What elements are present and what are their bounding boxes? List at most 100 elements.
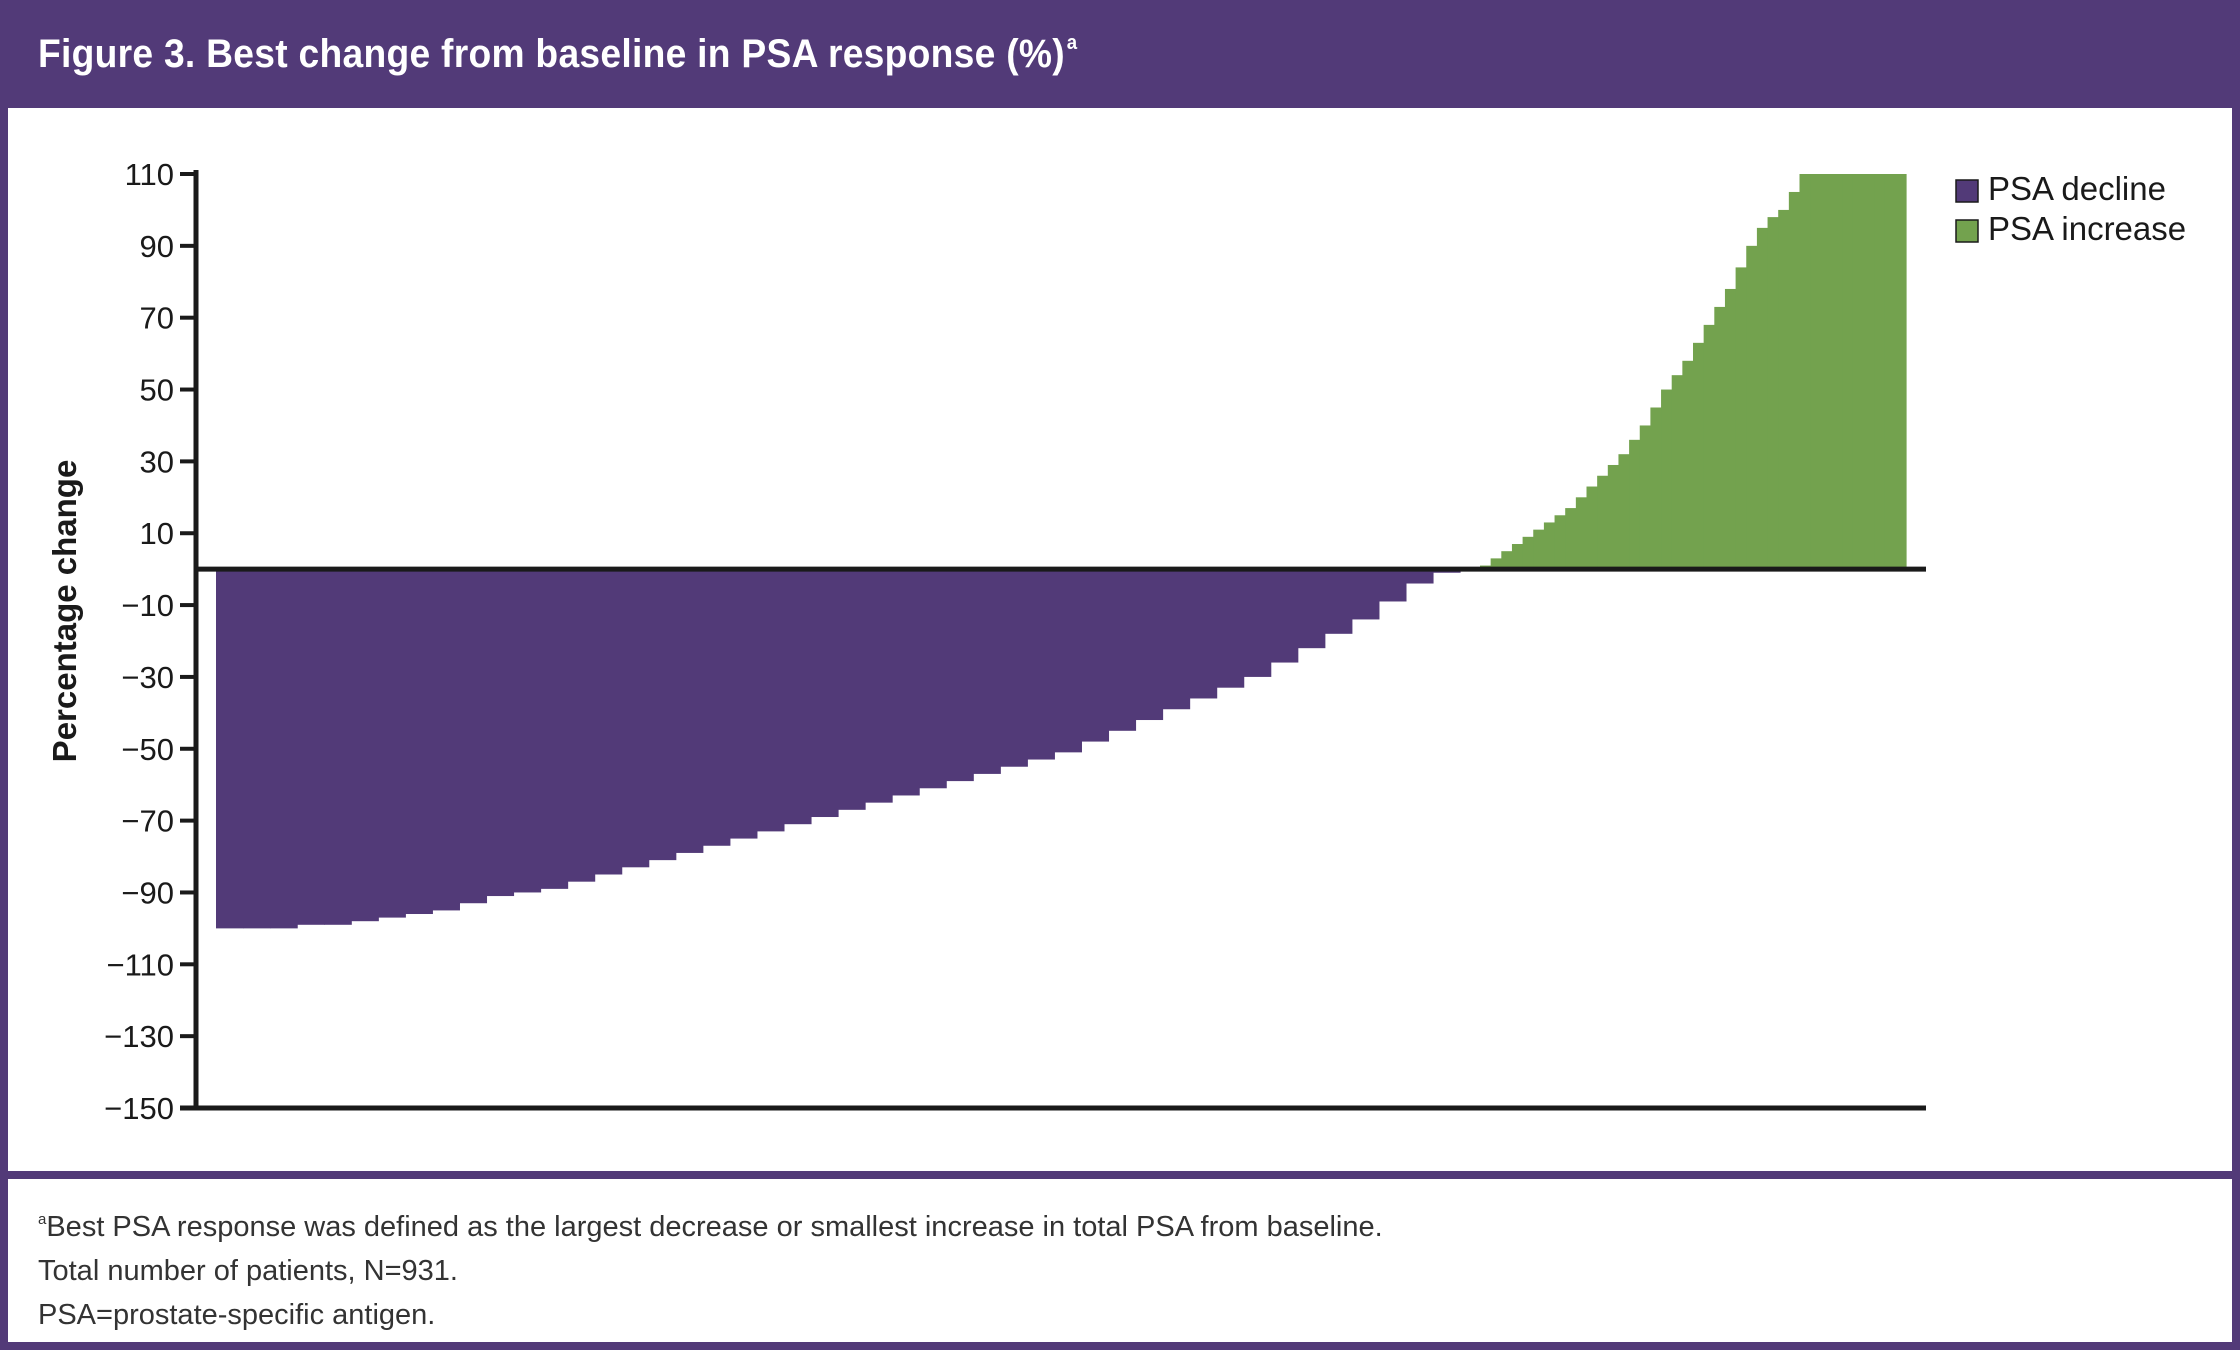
psa-increase-bar <box>1756 227 1769 570</box>
psa-decline-bars <box>216 569 1461 929</box>
psa-increase-bar <box>1810 174 1822 570</box>
footnote-divider <box>8 1171 2232 1179</box>
psa-increase-bar <box>1490 558 1502 570</box>
psa-increase-bar <box>1788 191 1801 570</box>
psa-decline-bar <box>405 569 433 915</box>
psa-decline-bar <box>675 569 704 853</box>
psa-decline-bar <box>1378 569 1407 602</box>
psa-increase-bar <box>1831 174 1843 570</box>
footnote-definition: aBest PSA response was defined as the la… <box>38 1198 1383 1249</box>
psa-decline-bar <box>1243 569 1272 677</box>
figure-title: Figure 3. Best change from baseline in P… <box>38 32 1077 77</box>
y-tick-label: 30 <box>140 444 174 479</box>
psa-increase-bar <box>1618 454 1630 570</box>
psa-increase-bar <box>1724 288 1737 570</box>
psa-decline-bar <box>1027 569 1055 760</box>
psa-decline-bar <box>324 569 352 925</box>
psa-increase-bar <box>1863 174 1875 570</box>
psa-increase-bar <box>1629 439 1641 570</box>
psa-decline-bar <box>838 569 866 810</box>
psa-decline-bar <box>729 569 758 839</box>
psa-increase-bar <box>1799 174 1811 570</box>
psa-decline-bar <box>378 569 406 918</box>
y-tick-label: 50 <box>140 373 174 408</box>
waterfall-chart: 110 90 70 50 30 10 −10 −30 −50 −70 −90 −110 −130 −150… <box>46 157 2186 1126</box>
psa-increase-bar <box>1522 536 1534 570</box>
psa-decline-bar <box>1135 569 1164 721</box>
psa-decline-bar <box>919 569 947 789</box>
y-tick-label: −50 <box>121 732 174 767</box>
psa-increase-bars <box>1480 174 1907 570</box>
y-tick-label: 110 <box>125 157 174 192</box>
psa-decline-bar <box>1351 569 1380 620</box>
y-axis-ticks: 110 90 70 50 30 10 −10 −30 −50 −70 −90 −110 −130 −150 <box>104 157 196 1126</box>
psa-decline-bar <box>270 569 298 929</box>
psa-decline-bar <box>1081 569 1110 742</box>
psa-decline-bar <box>756 569 785 832</box>
psa-increase-bar <box>1597 475 1609 570</box>
y-tick-label: 10 <box>140 516 174 551</box>
psa-increase-bar <box>1671 375 1683 570</box>
psa-decline-bar <box>486 569 515 897</box>
psa-decline-bar <box>351 569 379 922</box>
psa-decline-bar <box>513 569 542 893</box>
psa-increase-bar <box>1511 544 1524 570</box>
y-tick-label: 90 <box>140 229 174 264</box>
footnotes: aBest PSA response was defined as the la… <box>38 1198 1383 1337</box>
psa-decline-bar <box>1324 569 1353 634</box>
psa-increase-bar <box>1714 306 1726 570</box>
psa-decline-bar <box>567 569 596 882</box>
psa-decline-bar <box>648 569 677 861</box>
psa-increase-bar <box>1820 174 1833 570</box>
psa-increase-bar <box>1533 529 1545 570</box>
psa-increase-bar <box>1842 174 1854 570</box>
psa-increase-bar <box>1661 389 1673 570</box>
psa-decline-bar <box>1270 569 1299 663</box>
psa-increase-bar <box>1778 209 1790 570</box>
psa-decline-bar <box>1297 569 1326 649</box>
psa-decline-bar <box>594 569 623 875</box>
y-tick-label: −150 <box>104 1091 174 1126</box>
psa-decline-bar <box>1405 569 1434 584</box>
y-tick-label: −130 <box>104 1019 174 1054</box>
y-tick-label: −30 <box>121 660 174 695</box>
y-axis-label: Percentage change <box>46 460 83 763</box>
y-tick-label: −110 <box>106 947 174 982</box>
psa-increase-bar <box>1554 515 1566 570</box>
psa-increase-bar <box>1639 425 1651 570</box>
legend-label: PSA increase <box>1988 210 2186 247</box>
psa-decline-bar <box>1054 569 1082 753</box>
y-tick-label: 70 <box>140 301 174 336</box>
psa-decline-bar <box>865 569 893 803</box>
figure-title-footnote-marker: a <box>1066 32 1078 54</box>
psa-decline-bar <box>621 569 650 868</box>
psa-increase-bar <box>1746 245 1758 570</box>
y-tick-label: −90 <box>121 875 174 910</box>
legend-label: PSA decline <box>1988 170 2166 207</box>
psa-decline-bar <box>1162 569 1191 710</box>
footnote-marker: a <box>38 1211 47 1228</box>
psa-decline-bar <box>892 569 920 796</box>
psa-increase-bar <box>1874 174 1886 570</box>
psa-decline-bar <box>783 569 812 825</box>
psa-increase-bar <box>1693 342 1705 570</box>
psa-decline-bar <box>1189 569 1218 699</box>
legend-swatch <box>1955 179 1979 203</box>
psa-increase-bar <box>1650 407 1662 570</box>
figure-title-text: Figure 3. Best change from baseline in P… <box>38 32 1065 76</box>
psa-increase-bar <box>1575 497 1588 570</box>
psa-decline-bar <box>459 569 488 904</box>
psa-increase-bar <box>1895 174 1907 570</box>
psa-increase-bar <box>1682 360 1694 570</box>
psa-decline-bar <box>1000 569 1028 767</box>
psa-decline-bar <box>810 569 839 818</box>
psa-decline-bar <box>946 569 974 782</box>
psa-increase-bar <box>1607 464 1620 570</box>
psa-increase-bar <box>1767 217 1779 570</box>
psa-decline-bar <box>540 569 569 889</box>
y-tick-label: −70 <box>121 804 174 839</box>
footnote-abbreviation: PSA=prostate-specific antigen. <box>38 1299 436 1331</box>
psa-decline-bar <box>973 569 1001 774</box>
psa-decline-bar <box>1108 569 1137 731</box>
